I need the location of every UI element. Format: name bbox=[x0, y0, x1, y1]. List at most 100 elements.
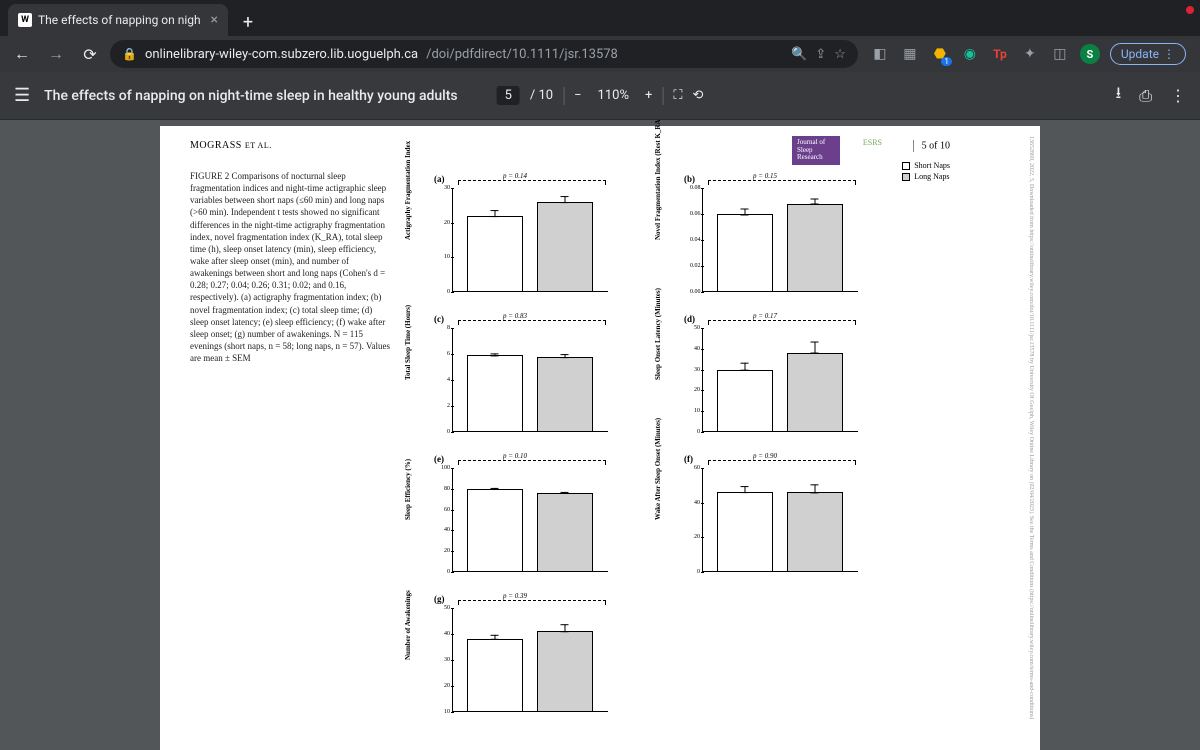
browser-tab[interactable]: W The effects of napping on nigh × bbox=[8, 4, 228, 36]
journal-badge: Journal ofSleepResearch bbox=[792, 136, 840, 165]
pdf-toolbar: ☰ The effects of napping on night-time s… bbox=[0, 72, 1200, 120]
error-bar bbox=[495, 354, 496, 357]
ext-icon-2[interactable]: ▦ bbox=[900, 44, 920, 64]
divider bbox=[662, 87, 663, 105]
download-watermark: 13652869, 2022, 5, Downloaded from https… bbox=[1022, 136, 1034, 740]
more-icon[interactable]: ⋮ bbox=[1170, 86, 1186, 105]
panel-label: (f) bbox=[684, 454, 693, 464]
ext-icon-tp[interactable]: Tp bbox=[990, 44, 1010, 64]
y-tick: 0 bbox=[440, 429, 450, 435]
pdf-viewport[interactable]: MOGRASS ET AL. Journal ofSleepResearch E… bbox=[0, 120, 1200, 750]
lock-icon: 🔒 bbox=[122, 47, 137, 61]
fit-page-icon[interactable]: ⛶ bbox=[673, 88, 682, 103]
error-bar bbox=[745, 362, 746, 370]
tab-strip: W The effects of napping on nigh × + bbox=[0, 0, 1200, 36]
p-bracket bbox=[458, 180, 606, 184]
omnibox[interactable]: 🔒 onlinelibrary-wiley-com.subzero.lib.uo… bbox=[110, 40, 858, 68]
panel-label: (g) bbox=[434, 594, 445, 604]
share-icon[interactable]: ⇪ bbox=[815, 47, 826, 62]
update-button[interactable]: Update⋮ bbox=[1110, 43, 1186, 65]
y-tick: 10 bbox=[440, 709, 450, 715]
extensions-puzzle-icon[interactable]: ✦ bbox=[1020, 44, 1040, 64]
p-bracket bbox=[708, 320, 856, 324]
bar-short bbox=[467, 489, 523, 572]
bars bbox=[702, 328, 858, 432]
url-host: onlinelibrary-wiley-com.subzero.lib.uogu… bbox=[145, 47, 418, 62]
p-bracket bbox=[458, 600, 606, 604]
y-tick: 0 bbox=[690, 429, 700, 435]
close-tab-icon[interactable]: × bbox=[211, 12, 218, 28]
panel-b: (b)p = 0.15Novel Fragmentation Index (Re… bbox=[660, 176, 870, 304]
bar-long bbox=[537, 202, 593, 292]
ext-badge: 1 bbox=[941, 57, 952, 66]
y-tick: 6 bbox=[440, 351, 450, 357]
y-tick: 20 bbox=[690, 387, 700, 393]
y-tick: 50 bbox=[690, 325, 700, 331]
y-tick: 4 bbox=[440, 377, 450, 383]
update-label: Update bbox=[1121, 47, 1159, 61]
search-icon[interactable]: 🔍 bbox=[791, 47, 807, 62]
zoom-level[interactable]: 110% bbox=[592, 86, 635, 105]
bars bbox=[452, 468, 608, 572]
panel-f: (f)p = 0.90Wake After Sleep Onset (Minut… bbox=[660, 456, 870, 584]
forward-button[interactable]: → bbox=[42, 40, 70, 68]
error-bar bbox=[495, 210, 496, 217]
y-axis-label: Sleep Onset Latency (Minutes) bbox=[654, 288, 662, 380]
page-current-input[interactable]: 5 bbox=[497, 86, 520, 105]
zoom-out-button[interactable]: − bbox=[574, 88, 581, 103]
bookmark-icon[interactable]: ☆ bbox=[834, 47, 846, 62]
figure-panels: (a)p = 0.14Actigraphy Fragmentation Inde… bbox=[410, 176, 1000, 740]
rotate-icon[interactable]: ⟲ bbox=[693, 88, 704, 103]
panel-label: (e) bbox=[434, 454, 444, 464]
bars bbox=[702, 468, 858, 572]
legend-swatch-short bbox=[902, 162, 910, 170]
running-head: MOGRASS ET AL. bbox=[190, 140, 272, 151]
bars bbox=[452, 608, 608, 712]
y-tick: 40 bbox=[440, 527, 450, 533]
p-value: p = 0.83 bbox=[503, 312, 527, 320]
panel-label: (c) bbox=[434, 314, 444, 324]
reload-button[interactable]: ⟳ bbox=[76, 40, 104, 68]
ext-icon-grammarly[interactable]: ◉ bbox=[960, 44, 980, 64]
p-bracket bbox=[458, 320, 606, 324]
page-number: 5 of 10 bbox=[913, 140, 950, 152]
ext-icon-3[interactable]: ⬣1 bbox=[930, 44, 950, 64]
divider bbox=[563, 87, 564, 105]
y-tick: 0.00 bbox=[690, 289, 700, 295]
bar-long bbox=[787, 204, 843, 292]
bar-long bbox=[787, 492, 843, 572]
bar-short bbox=[467, 355, 523, 432]
y-tick: 0.06 bbox=[690, 211, 700, 217]
p-value: p = 0.90 bbox=[753, 452, 777, 460]
panel-label: (a) bbox=[434, 174, 445, 184]
tab-favicon: W bbox=[18, 13, 32, 27]
error-bar bbox=[745, 209, 746, 216]
download-icon[interactable]: ⭳ bbox=[1116, 82, 1122, 109]
y-tick: 30 bbox=[440, 185, 450, 191]
profile-avatar[interactable]: S bbox=[1080, 44, 1100, 64]
y-tick: 8 bbox=[440, 325, 450, 331]
menu-icon[interactable]: ☰ bbox=[14, 85, 30, 106]
y-tick: 0.04 bbox=[690, 237, 700, 243]
y-tick: 60 bbox=[440, 507, 450, 513]
error-bar bbox=[815, 198, 816, 205]
back-button[interactable]: ← bbox=[8, 40, 36, 68]
p-value: p = 0.39 bbox=[503, 592, 527, 600]
bar-long bbox=[787, 353, 843, 432]
ext-icon-1[interactable]: ◧ bbox=[870, 44, 890, 64]
side-panel-icon[interactable]: ◫ bbox=[1050, 44, 1070, 64]
print-icon[interactable]: ⎙ bbox=[1139, 86, 1152, 106]
bar-short bbox=[467, 216, 523, 292]
y-tick: 10 bbox=[690, 408, 700, 414]
panel-g: (g)p = 0.39Number of Awakenings102030405… bbox=[410, 596, 620, 724]
y-axis-label: Total Sleep Time (Hours) bbox=[404, 305, 412, 380]
y-tick: 0 bbox=[440, 289, 450, 295]
new-tab-button[interactable]: + bbox=[234, 8, 262, 36]
y-tick: 0 bbox=[440, 569, 450, 575]
page-total: / 10 bbox=[530, 88, 553, 103]
bar-long bbox=[537, 493, 593, 572]
y-tick: 100 bbox=[440, 465, 450, 471]
zoom-in-button[interactable]: + bbox=[645, 88, 652, 103]
extension-icons: ◧ ▦ ⬣1 ◉ Tp ✦ ◫ S Update⋮ bbox=[864, 43, 1192, 65]
y-tick: 0 bbox=[690, 569, 700, 575]
